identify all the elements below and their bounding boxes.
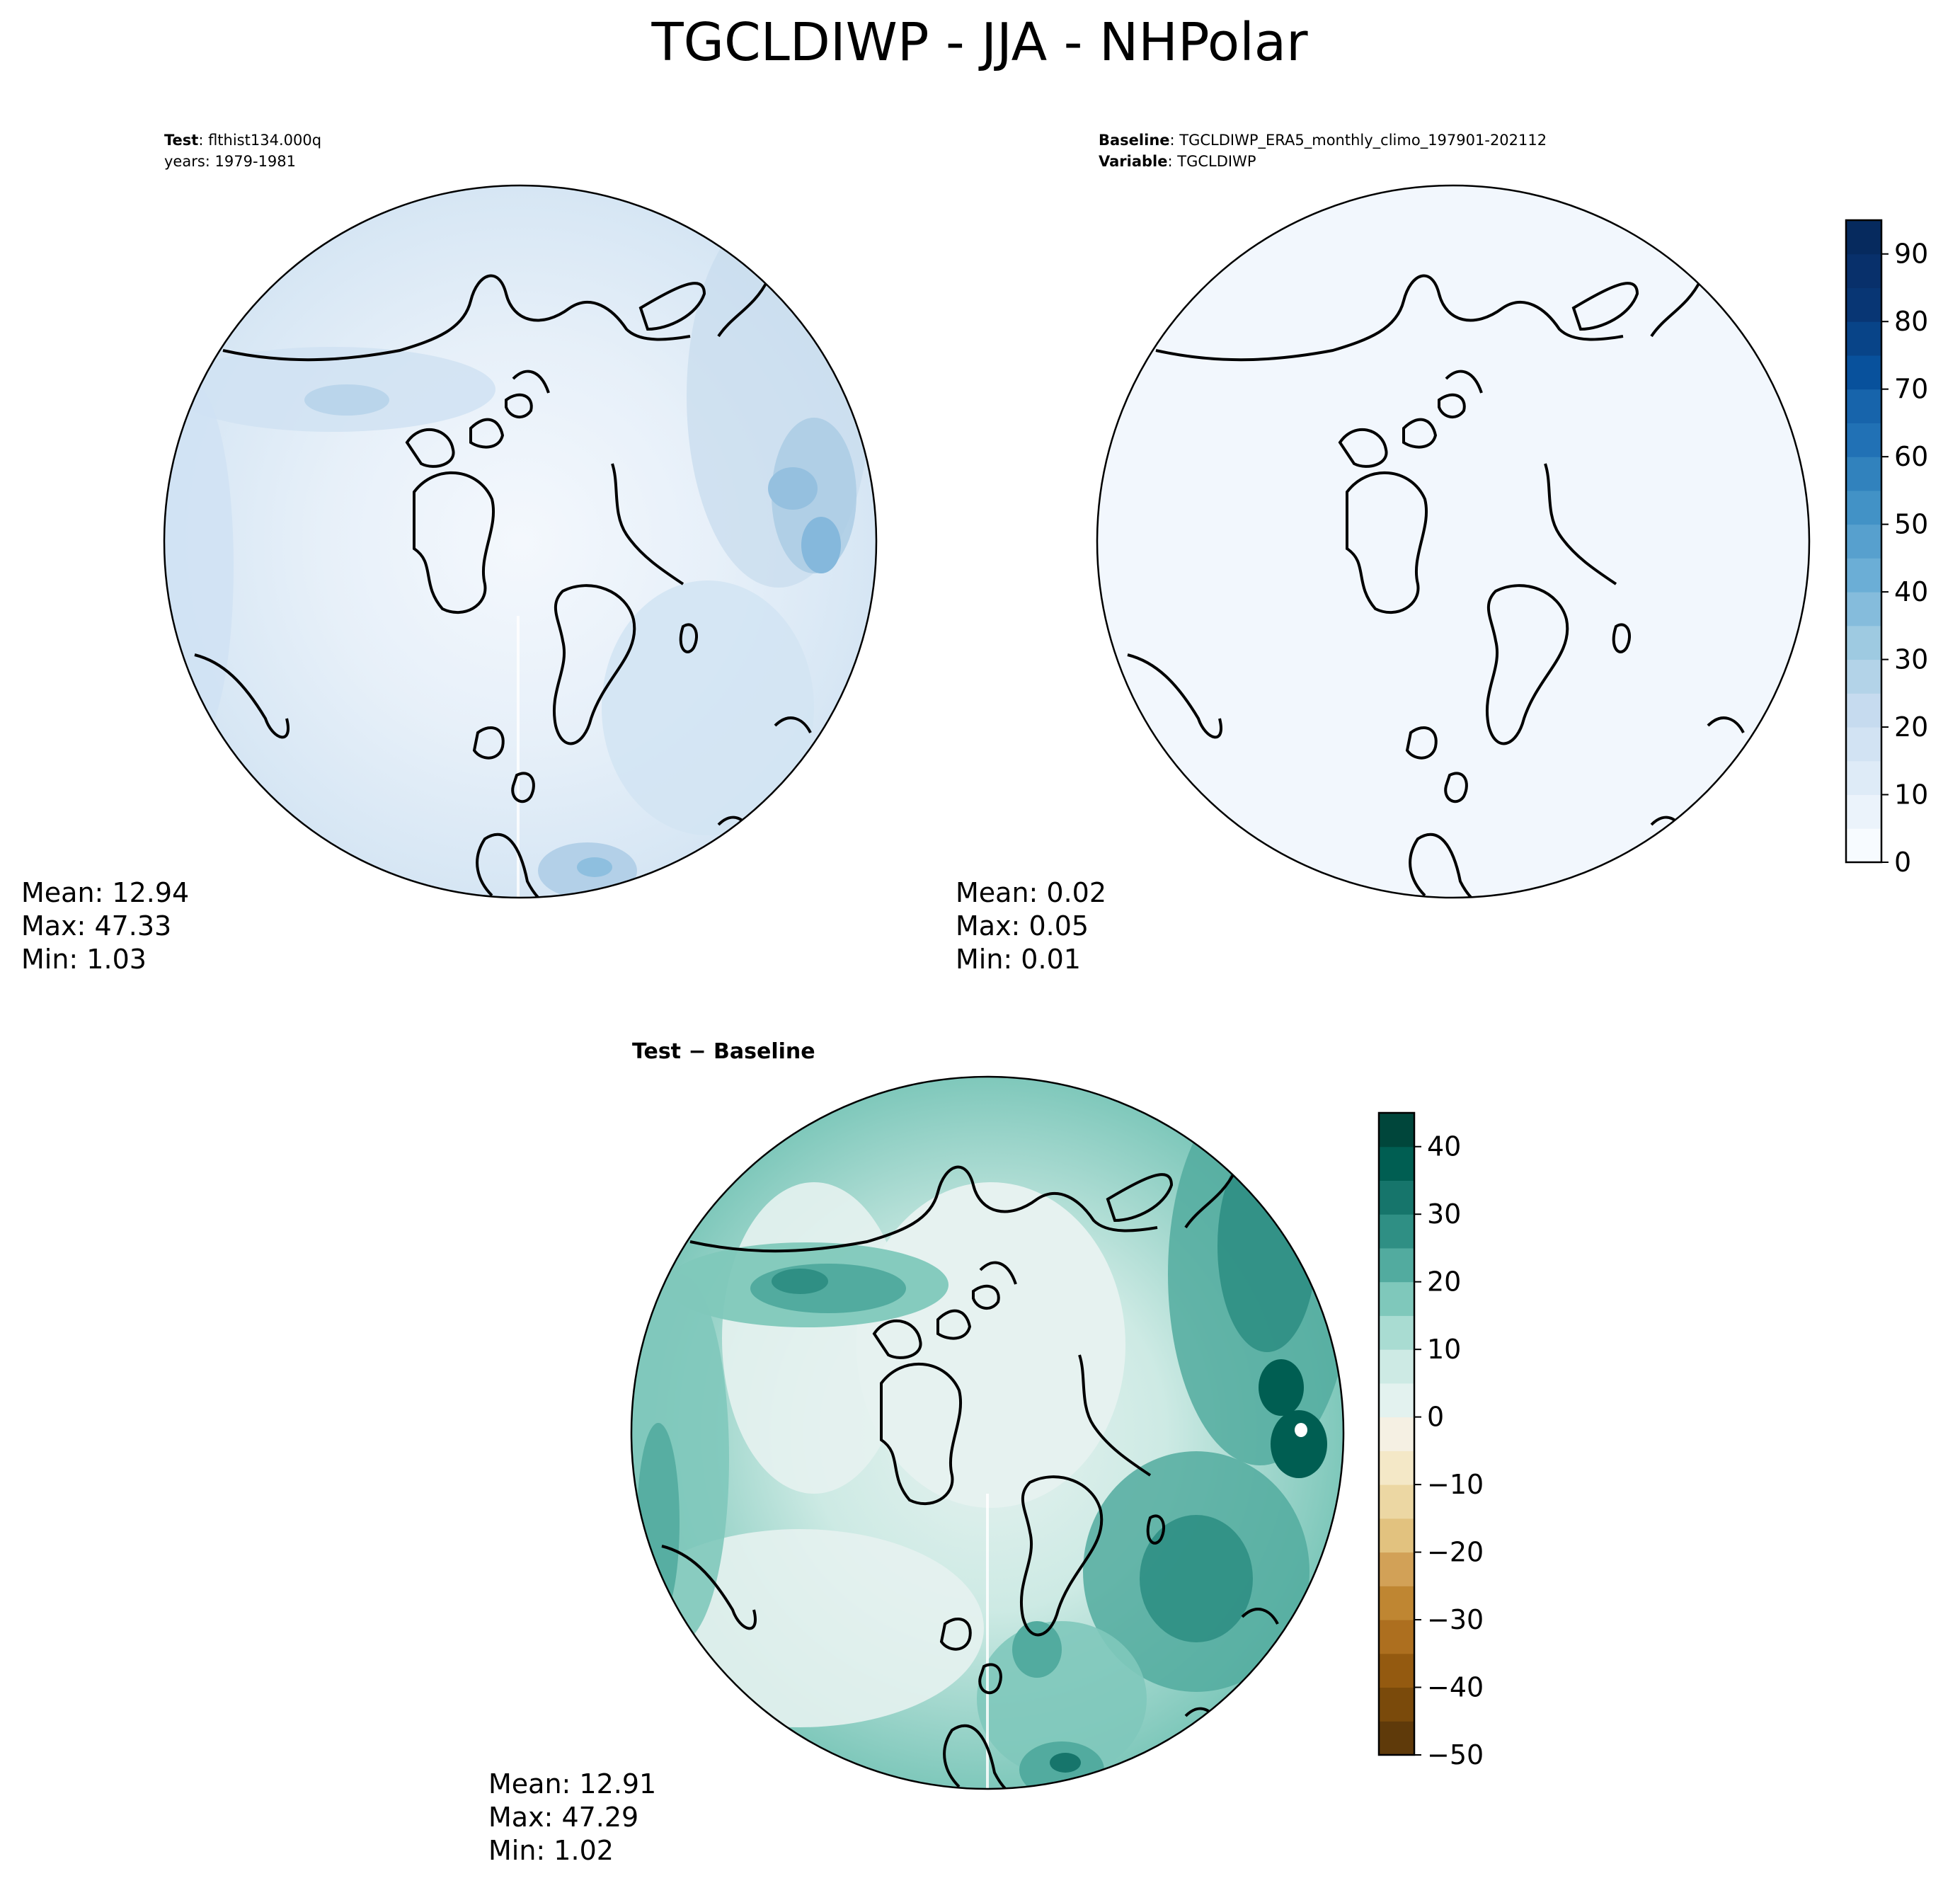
variable-label: Variable (1099, 153, 1167, 170)
colorbar-tick-label: 10 (1427, 1334, 1461, 1365)
colorbar-tick-label: 20 (1427, 1266, 1461, 1298)
colorbar-tick-label: 0 (1427, 1402, 1444, 1433)
difference-panel: Test − Baseline (488, 1039, 1345, 1866)
test-mean: Mean: 12.94 (21, 877, 189, 908)
baseline-label: Baseline (1099, 132, 1170, 149)
figure-title: TGCLDIWP - JJA - NHPolar (651, 12, 1308, 73)
difference-max: Max: 47.29 (488, 1802, 638, 1833)
baseline-max: Max: 0.05 (956, 910, 1089, 942)
colorbar-level (1379, 1687, 1414, 1722)
svg-text:Test: flthist134.000q: Test: flthist134.000q (164, 132, 321, 149)
colorbar-level (1846, 727, 1881, 762)
colorbar-tick-label: 30 (1427, 1198, 1461, 1230)
colorbar-level (1846, 592, 1881, 627)
colorbar-tick-label: 30 (1894, 644, 1928, 675)
colorbar-level (1846, 828, 1881, 863)
colorbar-tick-label: −20 (1427, 1537, 1484, 1568)
difference-mean: Mean: 12.91 (488, 1768, 656, 1800)
colorbar-level (1846, 253, 1881, 288)
baseline-dataset-name: : TGCLDIWP_ERA5_monthly_climo_197901-202… (1170, 132, 1547, 149)
colorbar-level (1379, 1484, 1414, 1519)
test-map-frame (163, 184, 878, 899)
test-case-name: : flthist134.000q (198, 132, 321, 149)
test-label: Test (164, 132, 198, 149)
colorbar-frame (1377, 1111, 1416, 1756)
colorbar-level (1379, 1721, 1414, 1756)
test-panel: Test: flthist134.000q years: 1979-1981 (21, 132, 878, 975)
variable-name: : TGCLDIWP (1167, 153, 1256, 170)
baseline-mean: Mean: 0.02 (956, 877, 1106, 908)
colorbar-tick-label: −50 (1427, 1739, 1484, 1770)
colorbar-level (1846, 423, 1881, 457)
colorbar-level (1379, 1113, 1414, 1148)
colorbar-level (1379, 1383, 1414, 1418)
colorbar-level (1379, 1180, 1414, 1215)
colorbar-tick-label: 40 (1894, 576, 1928, 607)
svg-text:Variable: TGCLDIWP: Variable: TGCLDIWP (1099, 153, 1256, 170)
test-years: years: 1979-1981 (164, 153, 296, 170)
colorbar-level (1846, 287, 1881, 322)
baseline-panel: Baseline: TGCLDIWP_ERA5_monthly_climo_19… (956, 132, 1811, 975)
colorbar-level (1379, 1146, 1414, 1181)
colorbar-level (1379, 1620, 1414, 1654)
colorbar-tick-label: 60 (1894, 441, 1928, 472)
colorbar-level (1846, 355, 1881, 390)
colorbar-level (1846, 220, 1881, 255)
baseline-map (1097, 185, 1809, 898)
colorbar-tick-label: −30 (1427, 1604, 1484, 1635)
colorbar-level (1379, 1653, 1414, 1688)
colorbar-level (1846, 490, 1881, 525)
colorbar-tick-label: 10 (1894, 779, 1928, 811)
colorbar-level (1846, 693, 1881, 728)
test-min: Min: 1.03 (21, 944, 147, 975)
colorbar-level (1846, 321, 1881, 356)
colorbar-level (1379, 1315, 1414, 1350)
colorbar-level (1846, 760, 1881, 796)
baseline-min: Min: 0.01 (956, 944, 1081, 975)
colorbar-tick-label: −40 (1427, 1672, 1484, 1703)
baseline-map-frame (1096, 184, 1811, 899)
colorbar-tick-label: −10 (1427, 1469, 1484, 1500)
difference-title: Test − Baseline (632, 1039, 815, 1064)
test-max: Max: 47.33 (21, 910, 171, 942)
colorbar-level (1379, 1586, 1414, 1620)
colorbar-tick-label: 50 (1894, 509, 1928, 540)
colorbar-level (1846, 659, 1881, 694)
colorbar-frame (1845, 219, 1883, 864)
colorbar-tick-label: 70 (1894, 374, 1928, 405)
colorbar-tick-label: 20 (1894, 711, 1928, 743)
colorbar-level (1379, 1552, 1414, 1586)
colorbar-level (1379, 1451, 1414, 1485)
colorbar-tick-label: 40 (1427, 1131, 1461, 1162)
colorbar-level (1846, 524, 1881, 559)
colorbar-level (1846, 625, 1881, 660)
colorbar-level (1379, 1247, 1414, 1283)
colorbar-level (1846, 794, 1881, 829)
colorbar-level (1379, 1417, 1414, 1451)
colorbar-level (1379, 1214, 1414, 1249)
sequential-colorbar: 0 10 20 30 40 50 60 70 80 90 (1845, 219, 1928, 878)
svg-text:Baseline: TGCLDIWP_ERA5_monthl: Baseline: TGCLDIWP_ERA5_monthly_climo_19… (1099, 132, 1547, 149)
test-map (164, 185, 876, 898)
colorbar-level (1846, 457, 1881, 491)
colorbar-level (1379, 1281, 1414, 1316)
colorbar-level (1379, 1518, 1414, 1553)
difference-min: Min: 1.02 (488, 1835, 614, 1866)
colorbar-level (1846, 389, 1881, 423)
colorbar-tick-label: 80 (1894, 306, 1928, 337)
colorbar-level (1379, 1349, 1414, 1384)
difference-colorbar: −50 −40 −30 −20 −10 0 10 20 30 40 (1377, 1111, 1484, 1770)
colorbar-tick-label: 90 (1894, 239, 1928, 270)
colorbar-level (1846, 558, 1881, 593)
colorbar-tick-label: 0 (1894, 847, 1911, 878)
difference-map (631, 1077, 1343, 1789)
difference-map-frame (630, 1075, 1345, 1790)
